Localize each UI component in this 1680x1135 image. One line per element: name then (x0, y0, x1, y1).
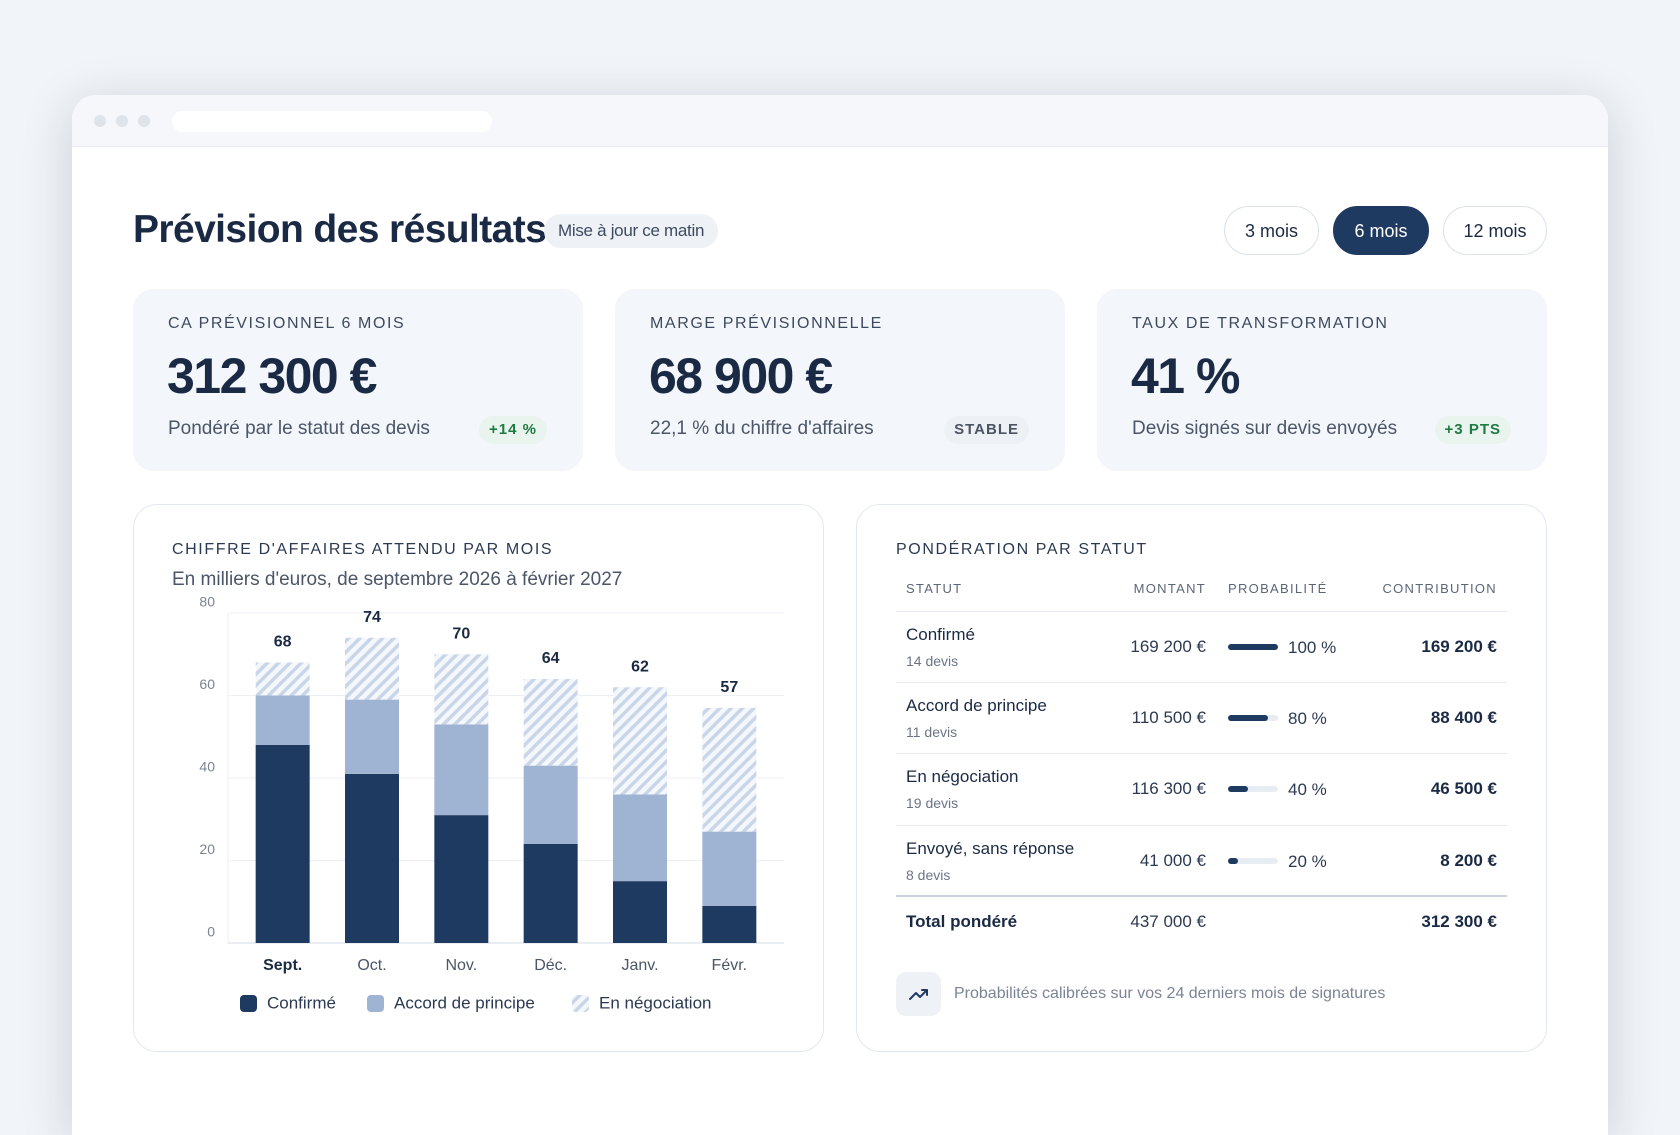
row-separator (896, 825, 1507, 826)
probability-bar (1228, 786, 1248, 792)
trend-icon (896, 972, 941, 1016)
chart-title: CHIFFRE D'AFFAIRES ATTENDU PAR MOIS (172, 541, 554, 558)
kpi-description: Devis signés sur devis envoyés (1132, 418, 1398, 439)
row-contribution: 169 200 € (1421, 637, 1497, 656)
total-separator (896, 895, 1507, 897)
footnote: Probabilités calibrées sur vos 24 dernie… (954, 985, 1386, 1002)
row-count: 19 devis (906, 795, 959, 811)
row-contribution: 46 500 € (1430, 779, 1497, 798)
kpi-description: Pondéré par le statut des devis (168, 418, 430, 439)
row-contribution: 8 200 € (1440, 851, 1497, 870)
kpi-card: TAUX DE TRANSFORMATION 41 % Devis signés s… (1097, 289, 1547, 471)
probability-bar (1228, 644, 1278, 650)
kpi-card: MARGE PRÉVISIONNELLE 68 900 € 22,1 % du ch… (615, 289, 1065, 471)
row-status: En négociation (906, 767, 1019, 786)
kpi-label: TAUX DE TRANSFORMATION (1132, 315, 1389, 332)
probability-bar (1228, 858, 1238, 864)
row-count: 8 devis (906, 867, 951, 883)
chart-subtitle: En milliers d'euros, de septembre 2026 à… (172, 569, 623, 590)
probability-bar (1228, 715, 1268, 721)
kpi-value: 68 900 € (649, 348, 833, 404)
row-separator (896, 611, 1507, 612)
kpi-description: 22,1 % du chiffre d'affaires (650, 418, 874, 439)
kpi-badge: +3 PTS (1434, 416, 1511, 444)
row-count: 14 devis (906, 653, 959, 669)
kpi-label: MARGE PRÉVISIONNELLE (650, 315, 883, 332)
probability-track (1228, 715, 1278, 721)
probability-label: 100 % (1288, 638, 1337, 657)
kpi-label: CA PRÉVISIONNEL 6 MOIS (168, 315, 406, 332)
row-separator (896, 682, 1507, 683)
window-dot (94, 115, 106, 127)
window-dot (116, 115, 128, 127)
row-amount: 41 000 € (1139, 851, 1206, 870)
table-header: MONTANT (1133, 581, 1206, 596)
row-separator (896, 753, 1507, 754)
kpi-badge: STABLE (944, 416, 1029, 444)
update-badge: Mise à jour ce matin (544, 214, 719, 248)
row-amount: 169 200 € (1130, 637, 1206, 656)
kpi-badge: +14 % (479, 416, 547, 444)
kpi-value: 312 300 € (167, 348, 377, 404)
probability-label: 20 % (1288, 852, 1327, 871)
table-header: PROBABILITÉ (1228, 581, 1328, 596)
period-button[interactable]: 6 mois (1333, 206, 1429, 255)
probability-track (1228, 858, 1278, 864)
table-title: PONDÉRATION PAR STATUT (896, 541, 1148, 558)
page-title: Prévision des résultats (133, 208, 547, 251)
table-header: STATUT (906, 581, 963, 596)
period-button[interactable]: 12 mois (1443, 206, 1547, 255)
row-status: Envoyé, sans réponse (906, 839, 1075, 858)
table-header: CONTRIBUTION (1382, 581, 1497, 596)
row-count: 11 devis (906, 724, 958, 740)
kpi-card: CA PRÉVISIONNEL 6 MOIS 312 300 € Pondéré p… (133, 289, 583, 471)
kpi-value: 41 % (1131, 348, 1240, 404)
probability-label: 80 % (1288, 709, 1327, 728)
total-amount: 437 000 € (1130, 912, 1206, 931)
probability-track (1228, 644, 1278, 650)
total-contribution: 312 300 € (1421, 912, 1497, 931)
row-amount: 116 300 € (1131, 779, 1206, 798)
table-card (856, 504, 1547, 1052)
total-label: Total pondéré (906, 912, 1018, 931)
probability-track (1228, 786, 1278, 792)
window-dot (138, 115, 150, 127)
row-amount: 110 500 € (1131, 708, 1206, 727)
period-button[interactable]: 3 mois (1224, 206, 1319, 255)
row-contribution: 88 400 € (1430, 708, 1497, 727)
address-bar[interactable] (172, 111, 492, 132)
row-status: Confirmé (906, 625, 975, 644)
row-status: Accord de principe (906, 696, 1047, 715)
probability-label: 40 % (1288, 780, 1327, 799)
browser-bar (72, 95, 1608, 147)
